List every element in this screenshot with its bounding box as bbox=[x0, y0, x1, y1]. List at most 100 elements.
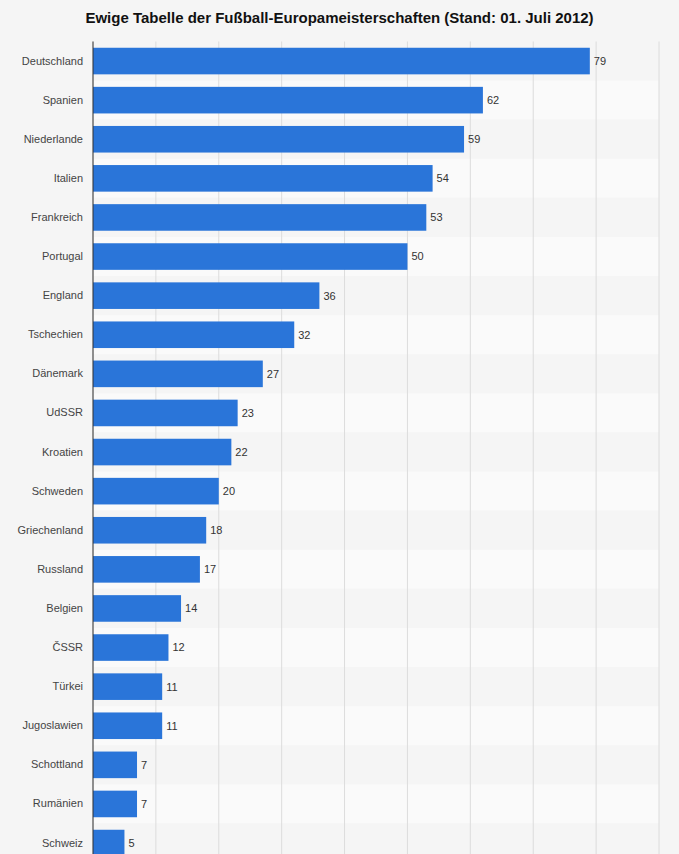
bar bbox=[93, 830, 124, 854]
row-stripe bbox=[93, 511, 659, 550]
grid-line bbox=[93, 42, 94, 854]
data-label: 17 bbox=[204, 563, 216, 575]
row-stripe bbox=[93, 393, 659, 432]
tick-label: Portugal bbox=[42, 250, 83, 262]
bar bbox=[93, 321, 294, 348]
tick: Spanien bbox=[43, 94, 93, 106]
row-stripe bbox=[93, 784, 659, 823]
data-label: 32 bbox=[298, 329, 310, 341]
grid bbox=[93, 42, 659, 854]
tick-label: Tschechien bbox=[28, 328, 83, 340]
tick: Tschechien bbox=[28, 328, 93, 340]
bar bbox=[93, 87, 483, 114]
data-label: 5 bbox=[128, 837, 134, 849]
bar bbox=[93, 126, 464, 153]
data-label: 18 bbox=[210, 524, 222, 536]
data-label: 14 bbox=[185, 602, 197, 614]
grid-line bbox=[533, 42, 534, 854]
data-label: 11 bbox=[166, 720, 177, 732]
tick: Schweden bbox=[32, 485, 93, 497]
tick: Jugoslawien bbox=[22, 719, 93, 731]
bar bbox=[93, 752, 137, 779]
tick-label: Frankreich bbox=[31, 211, 83, 223]
data-label: 23 bbox=[242, 407, 254, 419]
tick: ČSSR bbox=[52, 641, 93, 653]
background bbox=[0, 0, 679, 854]
tick: Dänemark bbox=[32, 367, 93, 379]
data-label: 36 bbox=[323, 290, 335, 302]
tick-label: Türkei bbox=[52, 680, 83, 692]
tick: Belgien bbox=[46, 602, 93, 614]
grid-line bbox=[407, 42, 408, 854]
bar bbox=[93, 439, 231, 466]
tick: Deutschland bbox=[22, 55, 93, 67]
title: Ewige Tabelle der Fußball-Europameisters… bbox=[85, 9, 593, 26]
bar bbox=[93, 243, 407, 270]
row-stripe bbox=[93, 159, 659, 198]
tick: Türkei bbox=[52, 680, 93, 692]
tick-label: Griechenland bbox=[18, 524, 83, 536]
tick: Russland bbox=[37, 563, 93, 575]
row-stripe bbox=[93, 589, 659, 628]
bar bbox=[93, 712, 162, 739]
data-label: 7 bbox=[141, 759, 147, 771]
bar bbox=[93, 48, 590, 75]
bar bbox=[93, 634, 168, 661]
data-label: 20 bbox=[223, 485, 235, 497]
axis-line bbox=[93, 42, 94, 854]
bar bbox=[93, 556, 200, 583]
tick-label: Kroatien bbox=[42, 446, 83, 458]
data-label: 53 bbox=[430, 211, 442, 223]
row-stripe bbox=[93, 706, 659, 745]
data-label: 59 bbox=[468, 133, 480, 145]
grid-line bbox=[659, 42, 660, 854]
chart: Ewige Tabelle der Fußball-Europameisters… bbox=[0, 0, 679, 854]
tick: Schweiz bbox=[42, 837, 93, 849]
grid-line bbox=[344, 42, 345, 854]
tick: Griechenland bbox=[18, 524, 93, 536]
data-label: 27 bbox=[267, 368, 279, 380]
bar bbox=[93, 204, 426, 231]
row-stripe bbox=[93, 237, 659, 276]
row-stripe bbox=[93, 667, 659, 706]
row-stripe bbox=[93, 315, 659, 354]
grid-line bbox=[470, 42, 471, 854]
tick-label: Rumänien bbox=[33, 797, 83, 809]
tick: Italien bbox=[54, 172, 93, 184]
grid-line bbox=[281, 42, 282, 854]
tick-label: England bbox=[43, 289, 83, 301]
data-label: 12 bbox=[172, 641, 184, 653]
tick: Portugal bbox=[42, 250, 93, 262]
bar bbox=[93, 673, 162, 700]
tick-label: Schweden bbox=[32, 485, 83, 497]
bar bbox=[93, 282, 319, 309]
y-axis: DeutschlandSpanienNiederlandeItalienFran… bbox=[18, 42, 93, 854]
data-label: 22 bbox=[235, 446, 247, 458]
bar bbox=[93, 165, 433, 192]
row-stripe bbox=[93, 42, 659, 81]
row-stripe bbox=[93, 628, 659, 667]
data-label: 50 bbox=[411, 250, 423, 262]
tick-label: Dänemark bbox=[32, 367, 83, 379]
row-stripe bbox=[93, 745, 659, 784]
data-labels: 796259545350363227232220181714121111775 bbox=[128, 55, 606, 849]
grid-line bbox=[596, 42, 597, 854]
row-stripe bbox=[93, 824, 659, 854]
tick: Rumänien bbox=[33, 797, 93, 809]
tick-label: Schottland bbox=[31, 758, 83, 770]
data-label: 11 bbox=[166, 681, 177, 693]
tick: Kroatien bbox=[42, 446, 93, 458]
row-stripe bbox=[93, 472, 659, 511]
bar bbox=[93, 517, 206, 544]
tick-label: Spanien bbox=[43, 94, 83, 106]
bar bbox=[93, 361, 263, 388]
tick-label: ČSSR bbox=[52, 641, 83, 653]
bar bbox=[93, 478, 219, 505]
bars bbox=[93, 48, 590, 854]
row-stripe bbox=[93, 433, 659, 472]
row-stripes bbox=[93, 42, 659, 854]
row-stripe bbox=[93, 276, 659, 315]
data-label: 79 bbox=[594, 55, 606, 67]
bar bbox=[93, 791, 137, 818]
tick-label: Schweiz bbox=[42, 837, 83, 849]
